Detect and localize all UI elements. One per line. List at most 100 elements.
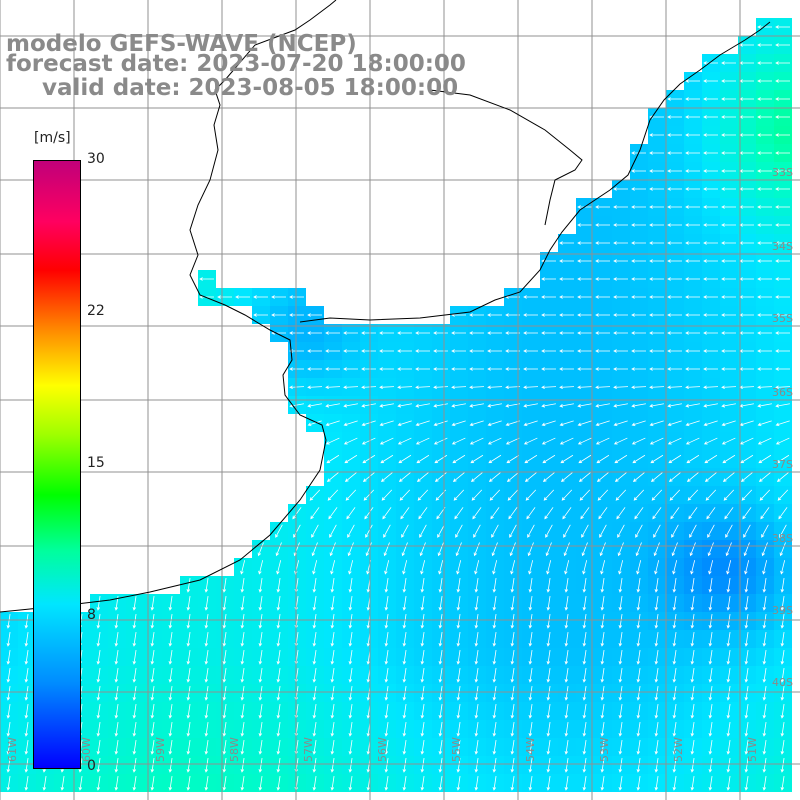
valid-date: valid date: 2023-08-05 18:00:00 — [42, 75, 459, 101]
wind-arrow — [510, 722, 515, 737]
wind-arrow — [757, 115, 772, 119]
wind-arrow — [545, 524, 553, 538]
wind-arrow — [541, 437, 556, 445]
wind-arrow — [721, 437, 736, 445]
wind-arrow — [330, 578, 335, 593]
wind-arrow — [508, 507, 518, 520]
wind-arrow — [380, 454, 394, 464]
wind-arrow — [654, 596, 659, 611]
wind-arrow — [343, 437, 358, 445]
wind-arrow — [96, 632, 101, 647]
wind-arrow — [649, 241, 664, 245]
wind-arrow — [276, 722, 281, 737]
wind-arrow — [415, 349, 430, 353]
wind-arrow — [289, 385, 305, 390]
wind-arrow — [703, 133, 718, 137]
wind-arrow — [347, 542, 354, 557]
wind-arrow — [564, 632, 569, 647]
wind-arrow — [744, 650, 749, 665]
wind-arrow — [559, 241, 574, 245]
wind-arrow — [456, 776, 461, 791]
wind-arrow — [582, 704, 587, 719]
wind-arrow — [474, 668, 479, 683]
wind-arrow — [559, 403, 574, 408]
wind-arrow — [438, 704, 443, 719]
wind-arrow — [186, 596, 191, 611]
wind-arrow — [631, 205, 646, 209]
wind-arrow — [708, 578, 713, 593]
wind-arrow — [762, 614, 767, 629]
wind-arrow — [150, 740, 155, 755]
wind-arrow — [492, 650, 497, 665]
wind-arrow — [685, 115, 700, 119]
wind-arrow — [780, 632, 785, 647]
wind-arrow — [703, 331, 718, 335]
wind-arrow — [706, 507, 716, 520]
wind-arrow — [762, 650, 767, 665]
wind-arrow — [780, 578, 785, 593]
wind-arrow — [758, 472, 771, 482]
wind-arrow — [780, 722, 785, 737]
wind-arrow — [546, 776, 551, 791]
wind-arrow — [672, 596, 677, 611]
wind-arrow — [546, 668, 551, 683]
wind-arrow — [438, 668, 443, 683]
wind-arrow — [348, 758, 353, 773]
wind-arrow — [721, 61, 736, 65]
wind-arrow — [654, 668, 659, 683]
wind-arrow — [492, 614, 497, 629]
wind-arrow — [582, 740, 587, 755]
wind-arrow — [474, 686, 479, 701]
wind-arrow — [487, 385, 503, 390]
wind-arrow — [649, 151, 664, 155]
wind-arrow — [114, 740, 119, 755]
wind-arrow — [469, 403, 484, 408]
wind-arrow — [416, 454, 430, 464]
wind-arrow — [438, 686, 443, 701]
wind-arrow — [672, 776, 677, 791]
wind-arrow — [312, 776, 317, 791]
wind-arrow — [542, 472, 555, 482]
wind-arrow — [631, 259, 646, 263]
wind-arrow — [383, 524, 391, 538]
wind-arrow — [667, 313, 682, 317]
wind-arrow — [330, 650, 335, 665]
wind-arrow — [775, 43, 790, 47]
wind-arrow — [510, 596, 515, 611]
wind-arrow — [469, 349, 484, 353]
wind-arrow — [222, 578, 227, 593]
wind-arrow — [132, 596, 137, 611]
wind-arrow — [546, 740, 551, 755]
wind-arrow — [563, 542, 570, 557]
wind-arrow — [757, 61, 772, 65]
wind-arrow — [744, 776, 749, 791]
wind-arrow — [24, 776, 29, 791]
wind-arrow — [348, 560, 354, 575]
wind-arrow — [579, 489, 591, 501]
wind-arrow — [654, 776, 659, 791]
wind-arrow — [779, 542, 786, 557]
wind-arrow — [775, 349, 790, 353]
wind-arrow — [744, 596, 749, 611]
wind-arrow — [690, 560, 696, 575]
wind-arrow — [559, 349, 574, 353]
wind-arrow — [222, 632, 227, 647]
wind-arrow — [757, 367, 772, 371]
wind-arrow — [546, 722, 551, 737]
wind-arrow — [6, 758, 11, 773]
wind-arrow — [780, 596, 785, 611]
wind-arrow — [186, 776, 191, 791]
wind-arrow — [402, 704, 407, 719]
wind-arrow — [235, 295, 250, 299]
wind-arrow — [617, 542, 624, 557]
wind-arrow — [775, 97, 790, 101]
wind-arrow — [289, 367, 304, 371]
wind-arrow — [685, 151, 700, 155]
wind-arrow — [600, 776, 605, 791]
wind-arrow — [132, 758, 137, 773]
wind-arrow — [474, 704, 479, 719]
wind-arrow — [456, 740, 461, 755]
wind-arrow — [740, 472, 753, 482]
wind-arrow — [613, 241, 628, 245]
wind-arrow — [775, 169, 790, 173]
